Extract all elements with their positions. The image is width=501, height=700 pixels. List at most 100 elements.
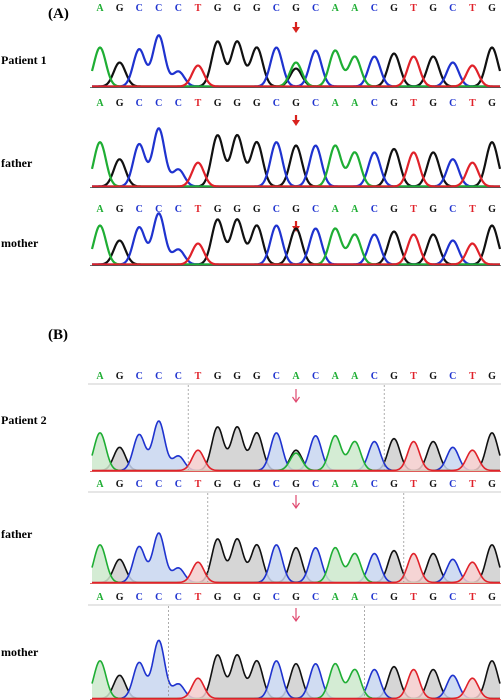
base-call: G <box>116 3 124 14</box>
trace-fill-T <box>92 441 500 472</box>
base-call: G <box>292 3 300 14</box>
variant-arrow-icon <box>292 22 300 33</box>
base-call: C <box>312 371 319 382</box>
trace-fill-C <box>92 533 500 584</box>
trace-line-T <box>92 552 500 584</box>
base-call: T <box>410 592 417 603</box>
base-call: G <box>390 592 398 603</box>
base-call: G <box>292 592 300 603</box>
base-call: C <box>371 98 378 109</box>
base-call: C <box>312 3 319 14</box>
base-call: C <box>175 98 182 109</box>
base-call: T <box>195 3 202 14</box>
base-call: C <box>136 3 143 14</box>
base-call: G <box>214 371 222 382</box>
trace-fill-C <box>92 640 500 700</box>
base-call: G <box>292 204 300 215</box>
base-call: G <box>214 204 222 215</box>
base-call: G <box>116 204 124 215</box>
trace-line-T <box>91 151 501 188</box>
base-call: A <box>332 592 340 603</box>
base-call: G <box>233 204 241 215</box>
base-call: T <box>195 592 202 603</box>
base-call: C <box>136 479 143 490</box>
base-call: G <box>390 204 398 215</box>
base-call: A <box>332 3 340 14</box>
variant-arrow-icon <box>292 115 300 126</box>
base-call: G <box>390 371 398 382</box>
base-call: T <box>195 204 202 215</box>
base-call: G <box>214 592 222 603</box>
panel-label: (A) <box>48 6 69 22</box>
sample-label: father <box>1 527 33 541</box>
base-call: T <box>469 204 476 215</box>
base-call: T <box>410 371 417 382</box>
base-call: G <box>429 204 437 215</box>
base-call: T <box>195 98 202 109</box>
base-call: T <box>410 3 417 14</box>
base-call: T <box>410 98 417 109</box>
base-call: G <box>488 98 496 109</box>
panel-1: (B)Patient 2A G C C C T G G G C A C A A C G T G C T GfatherA… <box>1 327 501 700</box>
base-call: A <box>96 204 104 215</box>
base-call: A <box>351 592 359 603</box>
base-call: C <box>449 204 456 215</box>
base-call: T <box>469 479 476 490</box>
base-call: A <box>96 479 104 490</box>
base-call: T <box>469 371 476 382</box>
base-call: C <box>449 371 456 382</box>
trace-line-C <box>91 127 501 188</box>
base-call: C <box>273 479 280 490</box>
base-call: C <box>136 98 143 109</box>
base-call: C <box>155 371 162 382</box>
base-call: C <box>449 479 456 490</box>
base-call: C <box>273 98 280 109</box>
base-call: C <box>175 3 182 14</box>
base-call: A <box>332 98 340 109</box>
base-call: C <box>136 204 143 215</box>
base-call: C <box>312 479 319 490</box>
base-call: T <box>469 592 476 603</box>
base-call: C <box>136 371 143 382</box>
panel-0: (A)Patient 1A G C C C T G G G C G C A A C G T G C T GfatherA… <box>1 3 501 266</box>
base-call: G <box>233 3 241 14</box>
base-call: G <box>429 98 437 109</box>
variant-arrow-icon <box>292 495 300 510</box>
base-call: C <box>155 204 162 215</box>
variant-arrow-icon <box>292 608 300 623</box>
base-call: C <box>371 371 378 382</box>
sample-label: Patient 2 <box>1 413 47 427</box>
base-call: A <box>96 592 104 603</box>
variant-arrow-icon <box>292 389 300 404</box>
base-call: C <box>136 592 143 603</box>
base-call: G <box>488 3 496 14</box>
base-call: C <box>371 592 378 603</box>
base-call: A <box>351 204 359 215</box>
base-call: G <box>253 592 261 603</box>
base-call: C <box>371 204 378 215</box>
base-call: C <box>312 204 319 215</box>
trace-fill-A <box>92 432 500 472</box>
base-call: A <box>351 479 359 490</box>
base-call: T <box>195 371 202 382</box>
trace-line-C <box>91 34 501 88</box>
panel-label: (B) <box>48 327 68 343</box>
base-call: C <box>449 3 456 14</box>
trace-patient-2: Patient 2A G C C C T G G G C A C A A C G T G C T G <box>1 371 501 472</box>
trace-line-C <box>91 212 501 266</box>
base-call: C <box>175 371 182 382</box>
base-call: A <box>351 371 359 382</box>
base-call: C <box>175 204 182 215</box>
base-call: G <box>116 592 124 603</box>
base-call: G <box>253 204 261 215</box>
trace-fill-C <box>92 421 500 472</box>
sample-label: father <box>1 156 33 170</box>
base-call: A <box>351 98 359 109</box>
trace-fill-G <box>92 654 500 700</box>
trace-line-T <box>91 233 501 266</box>
